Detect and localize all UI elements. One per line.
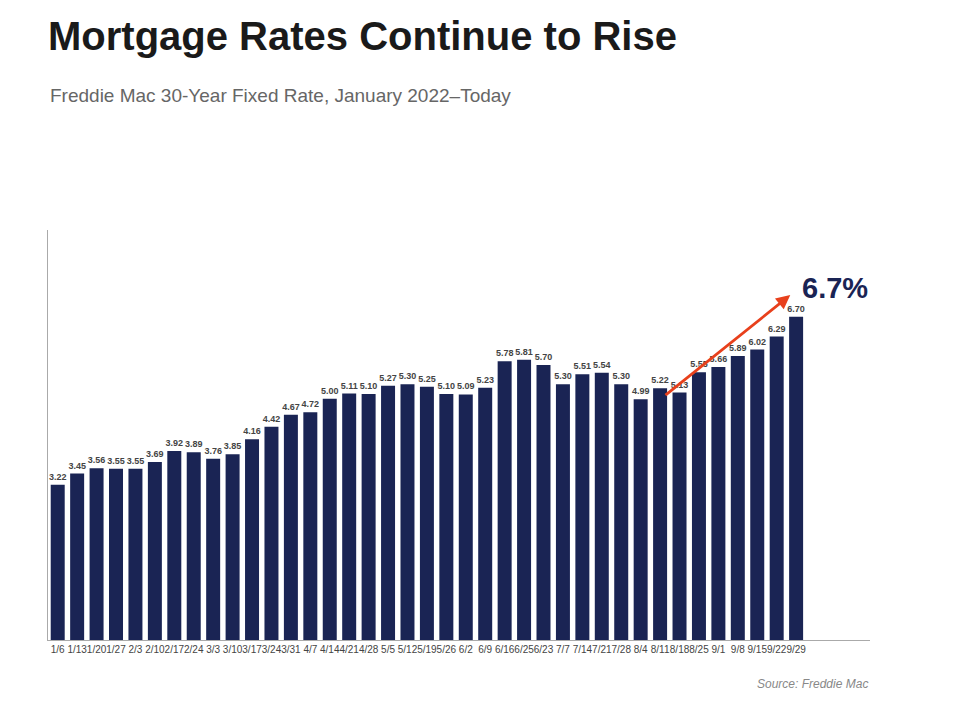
svg-text:6.29: 6.29 [768, 324, 786, 334]
svg-text:1/13: 1/13 [67, 644, 87, 655]
svg-text:5.89: 5.89 [729, 343, 747, 353]
svg-text:Freddie Mac 30-Year Fixed Rate: Freddie Mac 30-Year Fixed Rate, January … [50, 85, 511, 106]
svg-text:Source: Freddie Mac: Source: Freddie Mac [757, 677, 868, 691]
svg-text:3/10: 3/10 [223, 644, 243, 655]
svg-text:5.13: 5.13 [671, 380, 689, 390]
svg-text:4/28: 4/28 [359, 644, 379, 655]
svg-text:8/18: 8/18 [670, 644, 690, 655]
svg-text:Mortgage Rates Continue to Ris: Mortgage Rates Continue to Rise [48, 14, 677, 58]
svg-text:6/25: 6/25 [514, 644, 534, 655]
svg-text:3/24: 3/24 [262, 644, 282, 655]
svg-text:5/12: 5/12 [398, 644, 418, 655]
svg-text:9/22: 9/22 [767, 644, 787, 655]
svg-text:4.16: 4.16 [243, 426, 261, 436]
svg-text:5.78: 5.78 [496, 348, 514, 358]
svg-text:3.85: 3.85 [224, 441, 242, 451]
svg-text:5.70: 5.70 [535, 352, 553, 362]
svg-text:5/19: 5/19 [417, 644, 437, 655]
svg-text:5/5: 5/5 [381, 644, 395, 655]
svg-text:6/16: 6/16 [495, 644, 515, 655]
svg-text:4/7: 4/7 [303, 644, 317, 655]
svg-text:5.10: 5.10 [438, 381, 456, 391]
svg-text:7/7: 7/7 [556, 644, 570, 655]
svg-text:5.23: 5.23 [476, 375, 494, 385]
svg-text:5.00: 5.00 [321, 386, 339, 396]
svg-text:6.70: 6.70 [787, 304, 805, 314]
svg-text:4.72: 4.72 [302, 399, 320, 409]
svg-text:3.22: 3.22 [49, 472, 67, 482]
svg-text:3/17: 3/17 [242, 644, 262, 655]
svg-text:5.81: 5.81 [515, 347, 533, 357]
svg-text:6/23: 6/23 [534, 644, 554, 655]
svg-text:9/8: 9/8 [731, 644, 745, 655]
svg-text:2/3: 2/3 [128, 644, 142, 655]
svg-text:5.55: 5.55 [690, 359, 708, 369]
svg-text:5.51: 5.51 [574, 361, 592, 371]
svg-text:2/10: 2/10 [145, 644, 165, 655]
svg-text:5.09: 5.09 [457, 381, 475, 391]
svg-text:5.11: 5.11 [341, 381, 358, 391]
svg-text:1/6: 1/6 [51, 644, 65, 655]
svg-text:3.69: 3.69 [146, 449, 164, 459]
svg-text:5.22: 5.22 [651, 375, 669, 385]
svg-text:4/21: 4/21 [339, 644, 359, 655]
svg-text:3/3: 3/3 [206, 644, 220, 655]
svg-text:7/14: 7/14 [573, 644, 593, 655]
svg-text:3.45: 3.45 [68, 461, 86, 471]
svg-text:4.99: 4.99 [632, 386, 650, 396]
svg-text:5.10: 5.10 [360, 381, 378, 391]
svg-text:5.27: 5.27 [379, 373, 397, 383]
svg-text:9/15: 9/15 [748, 644, 768, 655]
svg-text:5.25: 5.25 [418, 374, 436, 384]
svg-text:3.56: 3.56 [88, 455, 106, 465]
svg-text:6/2: 6/2 [459, 644, 473, 655]
svg-text:4/14: 4/14 [320, 644, 340, 655]
svg-text:3.55: 3.55 [127, 456, 145, 466]
svg-text:7/21: 7/21 [592, 644, 612, 655]
svg-text:5.54: 5.54 [593, 360, 611, 370]
svg-text:4.67: 4.67 [282, 402, 300, 412]
svg-text:6/9: 6/9 [478, 644, 492, 655]
svg-text:4.42: 4.42 [263, 414, 281, 424]
svg-text:6.7%: 6.7% [802, 272, 868, 304]
svg-text:5.30: 5.30 [554, 371, 572, 381]
svg-text:8/4: 8/4 [634, 644, 648, 655]
svg-text:5.30: 5.30 [399, 371, 417, 381]
svg-text:9/29: 9/29 [786, 644, 806, 655]
svg-text:5.30: 5.30 [612, 371, 630, 381]
svg-text:3.55: 3.55 [107, 456, 125, 466]
svg-text:6.02: 6.02 [748, 337, 766, 347]
svg-text:1/27: 1/27 [106, 644, 126, 655]
svg-text:2/17: 2/17 [165, 644, 185, 655]
svg-text:3.92: 3.92 [166, 438, 184, 448]
svg-text:5.66: 5.66 [710, 354, 728, 364]
svg-text:9/1: 9/1 [711, 644, 725, 655]
svg-text:3/31: 3/31 [281, 644, 301, 655]
svg-text:3.89: 3.89 [185, 439, 203, 449]
svg-text:8/11: 8/11 [651, 644, 670, 655]
svg-text:2/24: 2/24 [184, 644, 204, 655]
svg-text:7/28: 7/28 [611, 644, 631, 655]
svg-text:8/25: 8/25 [689, 644, 709, 655]
svg-text:3.76: 3.76 [204, 446, 222, 456]
svg-text:1/20: 1/20 [87, 644, 107, 655]
svg-text:5/26: 5/26 [437, 644, 457, 655]
